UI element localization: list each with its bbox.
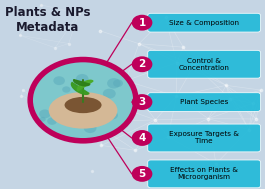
Circle shape	[32, 61, 134, 140]
Circle shape	[103, 89, 116, 99]
Text: Exposure Targets &
Time: Exposure Targets & Time	[169, 132, 239, 144]
FancyBboxPatch shape	[148, 50, 260, 78]
Text: Effects on Plants &
Microorganism: Effects on Plants & Microorganism	[170, 167, 238, 180]
Ellipse shape	[65, 97, 101, 113]
Circle shape	[132, 56, 152, 72]
Text: Size & Composition: Size & Composition	[169, 20, 239, 26]
Circle shape	[63, 99, 73, 107]
Circle shape	[62, 86, 70, 93]
FancyBboxPatch shape	[148, 160, 260, 188]
Text: Plants & NPs
Metadata: Plants & NPs Metadata	[5, 6, 90, 34]
Text: 1: 1	[138, 18, 146, 28]
Circle shape	[107, 111, 118, 119]
Ellipse shape	[49, 92, 117, 129]
Text: Plant Species: Plant Species	[180, 99, 228, 105]
Circle shape	[132, 130, 152, 146]
Circle shape	[84, 123, 96, 133]
Circle shape	[107, 78, 121, 88]
Circle shape	[39, 117, 46, 122]
Circle shape	[47, 117, 57, 125]
Text: 4: 4	[138, 133, 146, 143]
Circle shape	[95, 110, 107, 120]
Circle shape	[113, 79, 123, 87]
Text: 5: 5	[138, 169, 146, 179]
Polygon shape	[74, 80, 90, 86]
Text: 3: 3	[138, 97, 146, 107]
Polygon shape	[77, 80, 93, 91]
FancyBboxPatch shape	[148, 93, 260, 111]
FancyBboxPatch shape	[148, 13, 260, 32]
FancyBboxPatch shape	[148, 124, 260, 152]
Circle shape	[76, 74, 89, 84]
Circle shape	[132, 94, 152, 110]
Circle shape	[132, 166, 152, 182]
Circle shape	[51, 110, 59, 116]
Polygon shape	[72, 83, 89, 94]
Circle shape	[100, 104, 109, 111]
Text: 2: 2	[138, 59, 146, 69]
Circle shape	[91, 104, 100, 111]
Circle shape	[132, 15, 152, 31]
Circle shape	[39, 109, 51, 118]
Text: Control &
Concentration: Control & Concentration	[179, 58, 229, 71]
Circle shape	[53, 76, 65, 85]
